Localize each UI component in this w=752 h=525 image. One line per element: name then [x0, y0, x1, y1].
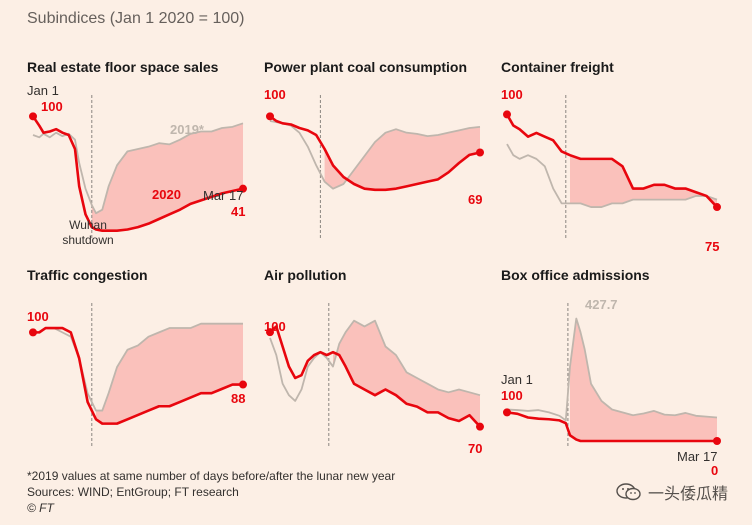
panel-realestate: Real estate floor space sales Jan 1 100 20…: [27, 59, 249, 264]
end-point: [713, 203, 721, 212]
series-2019-label: 2019*: [170, 122, 205, 137]
peak-value-label: 427.7: [585, 297, 618, 312]
footnote-credit: © FT: [27, 501, 54, 515]
start-point: [266, 328, 274, 337]
series-line-2019: [506, 317, 718, 422]
gap-fill-area: [333, 320, 480, 427]
end-value-label: 41: [231, 204, 245, 219]
start-value-label: 100: [264, 87, 286, 102]
series-line-2020: [269, 115, 481, 192]
chart-traffic: 100 88: [27, 303, 247, 447]
end-point: [239, 380, 247, 389]
start-value-label: 100: [501, 87, 523, 102]
start-point: [29, 328, 37, 337]
panel-coal: Power plant coal consumption 100 69: [264, 59, 486, 264]
jan1-label: Jan 1: [501, 372, 533, 387]
start-point: [266, 112, 274, 121]
end-point: [476, 422, 484, 431]
series-line-2020: [269, 325, 481, 428]
panel-title: Box office admissions: [501, 267, 650, 283]
end-point: [713, 437, 721, 445]
gap-fill-area: [570, 318, 717, 441]
panel-title: Power plant coal consumption: [264, 59, 468, 75]
end-value-label: 0: [711, 463, 718, 478]
panel-title: Traffic congestion: [27, 267, 148, 283]
series-line-2020: [33, 326, 243, 425]
gap-fill-area: [570, 155, 717, 208]
end-value-label: 75: [705, 239, 719, 254]
chart-air: 100 70: [264, 303, 484, 456]
mar17-label: Mar 17: [677, 449, 717, 464]
gap-fill-area: [91, 123, 243, 231]
panel-traffic: Traffic congestion 100 88: [27, 267, 249, 472]
start-point: [29, 112, 37, 121]
series-line-2019: [506, 143, 718, 208]
panel-title: Real estate floor space sales: [27, 59, 219, 75]
series-2020-label: 2020: [152, 187, 181, 202]
jan1-label: Jan 1: [27, 83, 59, 98]
panel-boxoffice: Box office admissions 427.7 Jan 1 100 Mar 1…: [501, 267, 723, 478]
end-value-label: 69: [468, 192, 482, 207]
mar17-label: Mar 17: [203, 188, 243, 203]
series-line-2020: [31, 115, 244, 232]
panel-title: Air pollution: [264, 267, 347, 283]
wechat-icon: [616, 483, 641, 501]
series-line-2019: [32, 122, 244, 215]
start-value-label: 100: [41, 99, 63, 114]
watermark: 一头倭瓜精: [616, 480, 728, 504]
start-point: [503, 408, 511, 417]
start-value-label: 100: [27, 309, 49, 324]
series-line-2020: [505, 113, 718, 208]
end-value-label: 88: [231, 391, 245, 406]
panel-air: Air pollution 100 70: [264, 267, 486, 472]
series-line-2019: [269, 120, 481, 190]
series-line-2020: [506, 411, 717, 443]
chart-coal: 100 69: [264, 87, 484, 239]
gap-fill-area: [96, 323, 243, 424]
watermark-text: 一头倭瓜精: [647, 486, 728, 503]
start-value-label: 100: [501, 388, 523, 403]
series-line-2019: [33, 322, 243, 412]
end-value-label: 70: [468, 441, 482, 456]
panel-container: Container freight 100 75: [501, 59, 723, 264]
gap-fill-area: [324, 126, 480, 190]
footnote-note: *2019 values at same number of days befo…: [27, 469, 396, 483]
footnotes: *2019 values at same number of days befo…: [27, 468, 395, 516]
chart-container: 100 75: [501, 87, 721, 254]
event-label: shutdown: [62, 233, 113, 247]
event-label: Wuhan: [69, 218, 107, 232]
start-point: [503, 110, 511, 119]
start-value-label: 100: [264, 319, 286, 334]
page-title: Subindices (Jan 1 2020 = 100): [27, 10, 245, 27]
end-point: [476, 148, 484, 157]
series-line-2019: [269, 319, 481, 402]
footnote-sources: Sources: WIND; EntGroup; FT research: [27, 485, 239, 499]
panel-title: Container freight: [501, 59, 614, 75]
end-point: [239, 184, 247, 193]
